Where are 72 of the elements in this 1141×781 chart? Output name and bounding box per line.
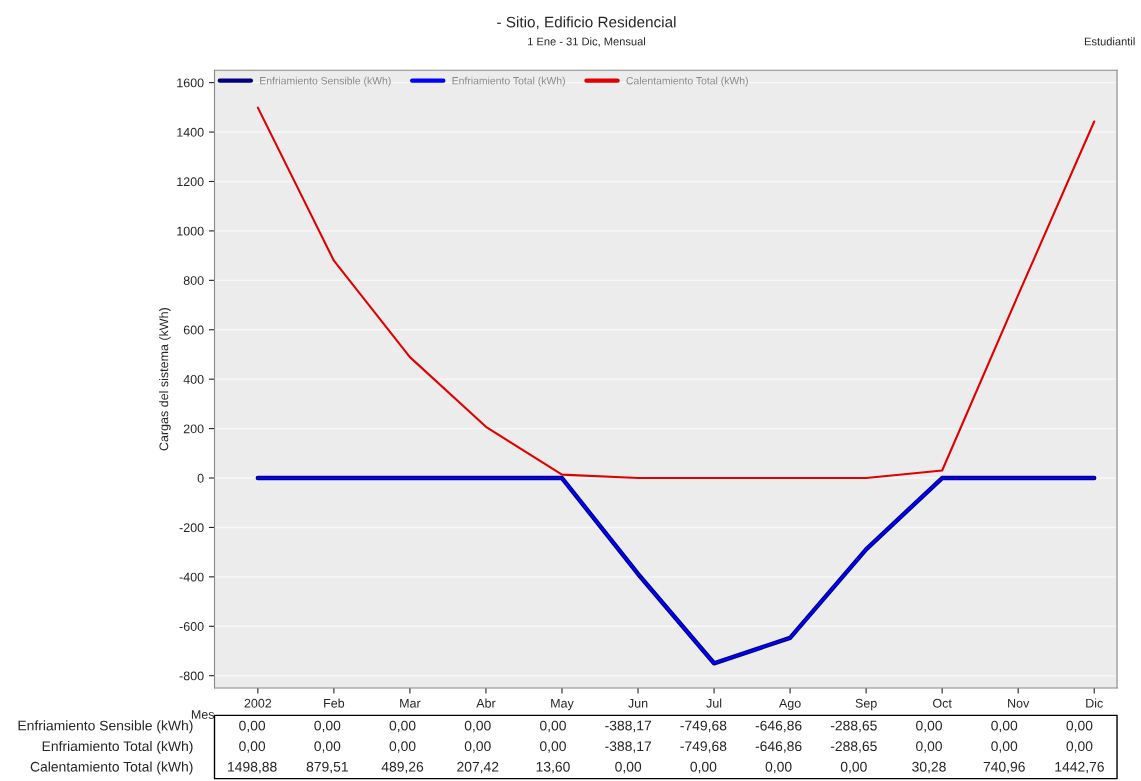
- data-label: 0,00: [239, 741, 266, 753]
- x-tick-label: Dic: [1086, 698, 1103, 708]
- data-label: 0,00: [991, 720, 1018, 733]
- y-tick-label: 0: [197, 473, 204, 483]
- data-label: 0,00: [690, 761, 717, 774]
- data-label: -388,17: [605, 720, 652, 733]
- data-label: 879,51: [306, 761, 348, 774]
- data-label: 207,42: [457, 761, 499, 774]
- text: Calentamiento Total (kWh): [30, 761, 193, 775]
- data-label: 1498,88: [228, 761, 277, 774]
- data-label: -749,68: [680, 741, 727, 753]
- data-label: 0,00: [1066, 720, 1093, 733]
- x-tick-label: Abr: [476, 698, 496, 708]
- data-label: -749,68: [680, 720, 727, 733]
- data-label: 0,00: [539, 741, 566, 753]
- x-axis-title: Mes: [191, 710, 215, 719]
- chart-subtitle: 1 Ene - 31 Dic, Mensual: [528, 37, 646, 47]
- text: Enfriamiento Sensible (kWh): [18, 720, 193, 734]
- x-tick-label: Jun: [628, 698, 648, 708]
- y-tick-label: -600: [179, 622, 204, 631]
- data-label: 0,00: [916, 741, 942, 753]
- legend-label: Enfriamiento Total (kWh): [452, 76, 565, 87]
- x-tick-label: Oct: [933, 698, 952, 708]
- x-tick-label: Sep: [855, 698, 877, 711]
- y-tick-label: 200: [183, 424, 204, 434]
- data-label: 489,26: [381, 761, 424, 774]
- data-label: 0,00: [464, 741, 491, 753]
- data-label: 0,00: [389, 720, 416, 733]
- data-label: -646,86: [755, 741, 802, 753]
- y-tick-label: -800: [179, 671, 204, 681]
- data-label: -288,65: [830, 741, 877, 753]
- y-tick-label: 1200: [177, 177, 204, 187]
- y-axis-title: Cargas del sistema (kWh): [159, 308, 171, 451]
- data-label: 0,00: [991, 741, 1018, 753]
- y-tick-label: 1600: [177, 78, 204, 88]
- data-label: 0,00: [239, 720, 266, 733]
- data-label: -288,65: [830, 720, 877, 733]
- data-label: 0,00: [615, 761, 642, 774]
- data-label: 30,28: [912, 761, 946, 774]
- x-tick-label: Nov: [1008, 698, 1030, 708]
- chart-title: - Sitio, Edificio Residencial: [497, 16, 676, 30]
- text: Estudiantil: [1084, 37, 1135, 46]
- data-label: -388,17: [605, 741, 652, 753]
- y-tick-label: -200: [179, 523, 204, 533]
- x-tick-label: Feb: [324, 698, 345, 708]
- x-tick-label: May: [551, 698, 574, 711]
- legend-label: Enfriamiento Sensible (kWh): [260, 76, 391, 87]
- y-tick-label: 400: [183, 374, 204, 384]
- data-label: 0,00: [389, 741, 416, 753]
- data-label: 0,00: [314, 720, 341, 733]
- x-tick-label: Ago: [779, 698, 801, 711]
- legend-label: Calentamiento Total (kWh): [626, 76, 748, 87]
- x-tick-label: Jul: [706, 698, 722, 708]
- data-label: 0,00: [916, 720, 942, 733]
- data-label: 0,00: [840, 761, 867, 774]
- data-label: 0,00: [314, 741, 341, 753]
- text: Enfriamiento Total (kWh): [42, 740, 193, 754]
- x-tick-label: 2002: [244, 698, 272, 708]
- y-tick-label: 1000: [177, 226, 204, 236]
- y-tick-label: 800: [183, 276, 204, 285]
- data-label: 0,00: [1066, 741, 1093, 753]
- x-tick-label: Mar: [400, 698, 421, 708]
- data-label: 740,96: [983, 761, 1025, 774]
- y-tick-label: 600: [183, 325, 204, 335]
- data-label: -646,86: [755, 720, 802, 733]
- data-label: 1442,76: [1055, 761, 1104, 774]
- y-tick-label: 1400: [177, 127, 204, 137]
- data-label: 0,00: [464, 720, 491, 733]
- data-label: 0,00: [539, 720, 566, 733]
- y-tick-label: -400: [179, 572, 204, 582]
- data-label: 0,00: [765, 761, 792, 774]
- data-label: 13,60: [536, 761, 570, 774]
